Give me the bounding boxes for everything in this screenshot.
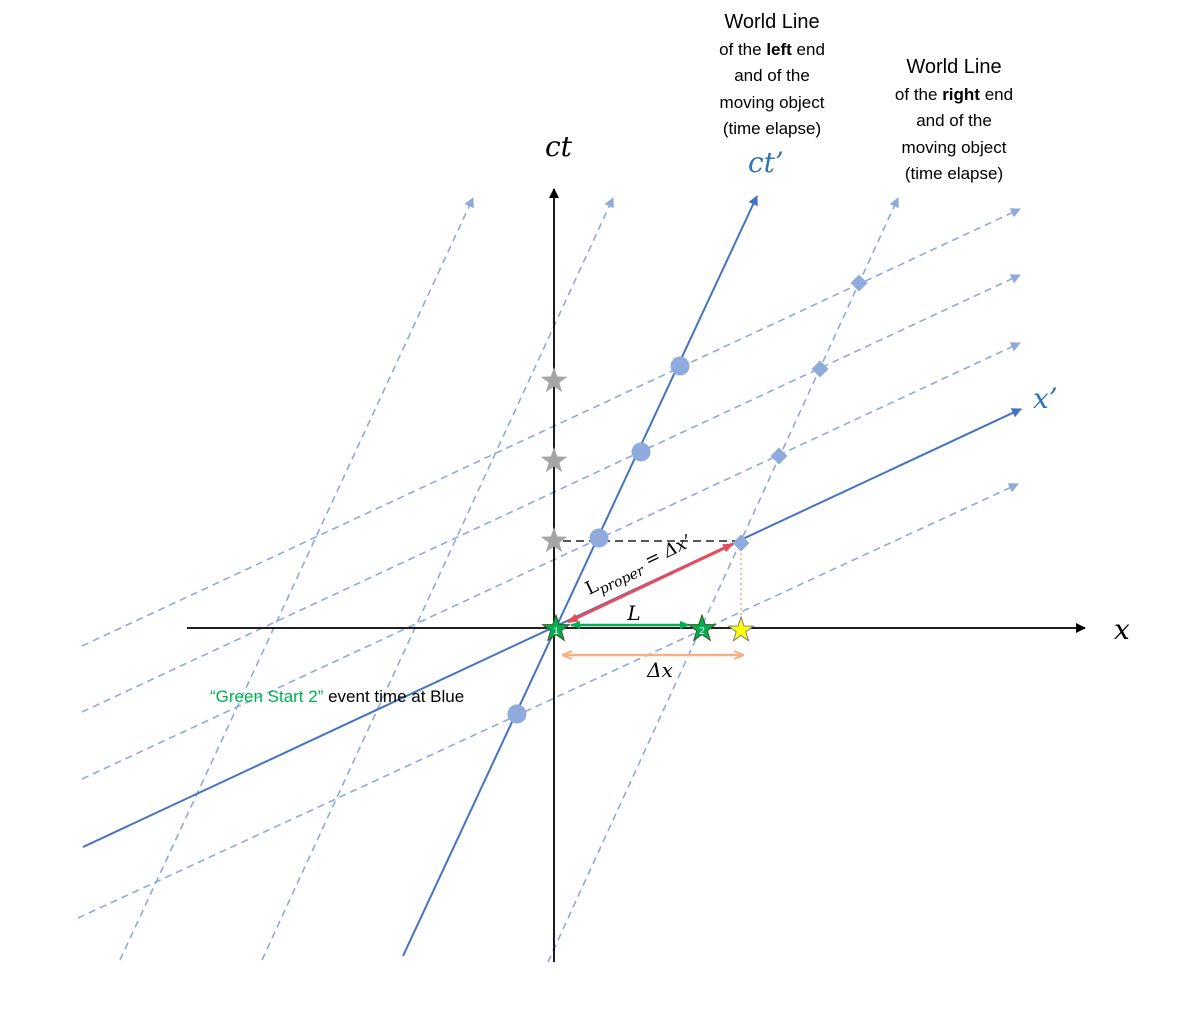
star-2-number: 2	[699, 626, 705, 637]
dashed-simultaneity-1	[81, 208, 1021, 647]
gray-stars	[540, 367, 568, 553]
event-circles	[507, 356, 690, 724]
world-line-right-line4: (time elapse)	[905, 164, 1003, 183]
world-line-left-label: World Line of the left end and of the mo…	[719, 11, 825, 138]
event-diamond-icon	[811, 360, 829, 378]
event-circle-icon	[670, 356, 690, 376]
world-line-right-line3: moving object	[902, 138, 1007, 157]
event-diamond-icon	[732, 534, 750, 552]
event-circle-icon	[631, 442, 651, 462]
l-label: L	[626, 601, 640, 625]
world-line-left-line3: moving object	[720, 93, 825, 112]
star-icon	[540, 527, 568, 553]
primed-axes	[82, 195, 1022, 957]
star-icon	[540, 447, 568, 473]
world-line-left-title: World Line	[724, 11, 819, 33]
event-diamond-icon	[770, 447, 788, 465]
ct-prime-axis-label: ct’	[748, 146, 784, 179]
world-line-right-line2: and of the	[916, 111, 992, 130]
x-axis-label: x	[1114, 613, 1130, 646]
event-circle-icon	[589, 528, 609, 548]
world-line-left-line4: (time elapse)	[723, 119, 821, 138]
green-star-2-icon	[687, 613, 717, 642]
yellow-star-icon	[727, 615, 755, 643]
world-line-left-line1: of the left end	[719, 40, 825, 59]
ct-prime-axis	[402, 195, 758, 957]
dashed-worldline-2	[261, 197, 614, 961]
world-line-right-label: World Line of the right end and of the m…	[895, 56, 1013, 183]
green-star-1-icon	[541, 613, 571, 642]
x-prime-axis-label: x’	[1033, 382, 1058, 415]
dashed-simultaneity-2	[81, 274, 1021, 713]
delta-x-label: Δx	[646, 658, 673, 682]
ct-axis-label: ct	[545, 130, 573, 163]
star-icon	[540, 367, 568, 393]
dashed-simultaneity-lines	[77, 208, 1021, 919]
world-line-right-title: World Line	[906, 56, 1001, 78]
dashed-simultaneity-3	[81, 342, 1021, 780]
green-start-caption: “Green Start 2” event time at Blue	[210, 687, 464, 706]
dashed-simultaneity-4	[77, 483, 1019, 919]
event-circle-icon	[507, 704, 527, 724]
world-line-left-line2: and of the	[734, 66, 810, 85]
x-axis-stars: 1 2	[541, 613, 755, 643]
star-1-number: 1	[553, 626, 559, 637]
l-proper-arrow	[567, 542, 734, 624]
world-line-right-line1: of the right end	[895, 85, 1013, 104]
event-diamonds	[732, 274, 868, 552]
dashed-worldline-1	[119, 197, 474, 961]
dashed-worldline-right-end	[547, 197, 899, 963]
event-diamond-icon	[850, 274, 868, 292]
